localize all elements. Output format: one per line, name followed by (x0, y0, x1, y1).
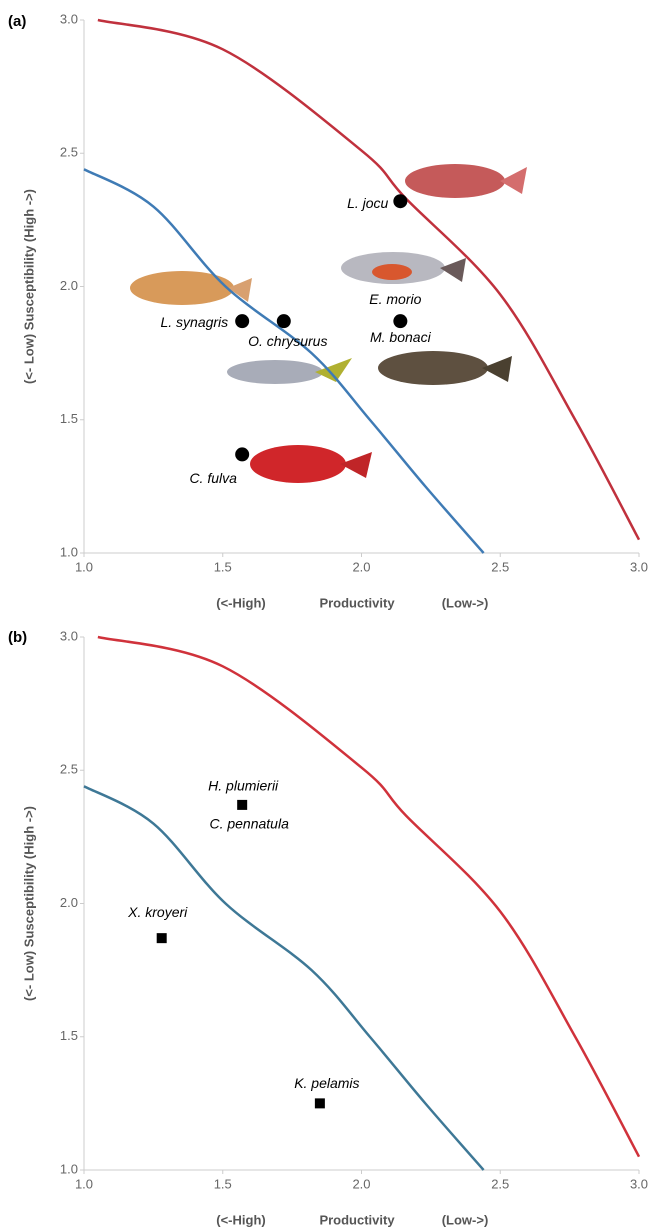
x-tick-label: 1.0 (75, 559, 93, 574)
y-tick-label: 2.5 (60, 145, 78, 160)
x-tick-label: 1.0 (75, 1176, 93, 1191)
point (157, 933, 167, 943)
point-label: M. bonaci (370, 329, 432, 345)
x-axis-label: Productivity (319, 595, 395, 610)
fish (130, 271, 252, 305)
x-tick-label: 3.0 (630, 1176, 648, 1191)
x-tick-label: 1.5 (214, 1176, 232, 1191)
y-tick-label: 2.0 (60, 278, 78, 293)
y-axis-label: (<- Low) Susceptibility (High ->) (21, 189, 36, 384)
x-axis-label: Productivity (319, 1212, 395, 1227)
y-tick-label: 3.0 (60, 628, 78, 643)
point (393, 314, 407, 328)
y-tick-label: 2.5 (60, 762, 78, 777)
point (237, 800, 247, 810)
x-tick-label: 2.0 (352, 559, 370, 574)
x-tick-label: 1.5 (214, 559, 232, 574)
x-axis-label: (<-High) (216, 595, 265, 610)
point-label: X. kroyeri (127, 904, 188, 920)
y-tick-label: 1.0 (60, 544, 78, 559)
x-tick-label: 2.5 (491, 1176, 509, 1191)
fish (378, 351, 512, 385)
point-label: L. synagris (160, 314, 228, 330)
threshold-curve (98, 637, 639, 1157)
fish (250, 445, 372, 483)
point-label: H. plumierii (208, 778, 279, 794)
y-tick-label: 2.0 (60, 895, 78, 910)
y-axis-label: (<- Low) Susceptibility (High ->) (21, 806, 36, 1001)
fish (341, 252, 466, 284)
x-tick-label: 2.5 (491, 559, 509, 574)
fish (405, 164, 527, 198)
point (393, 194, 407, 208)
point (315, 1098, 325, 1108)
x-axis-label: (Low->) (442, 595, 489, 610)
fish (227, 358, 352, 384)
point (235, 447, 249, 461)
point (277, 314, 291, 328)
point (235, 314, 249, 328)
x-axis-label: (<-High) (216, 1212, 265, 1227)
x-axis-label: (Low->) (442, 1212, 489, 1227)
point-label: C. pennatula (209, 816, 289, 832)
point-label: C. fulva (189, 470, 237, 486)
point-label: L. jocu (347, 195, 388, 211)
x-tick-label: 2.0 (352, 1176, 370, 1191)
point-label: O. chrysurus (248, 333, 327, 349)
y-tick-label: 3.0 (60, 11, 78, 26)
x-tick-label: 3.0 (630, 559, 648, 574)
panel-label: (b) (8, 629, 27, 646)
panel-label: (a) (8, 13, 26, 30)
y-tick-label: 1.5 (60, 1028, 78, 1043)
y-tick-label: 1.5 (60, 411, 78, 426)
point-label: E. morio (369, 291, 421, 307)
threshold-curve (84, 786, 484, 1170)
y-tick-label: 1.0 (60, 1161, 78, 1176)
figure: (a) 1.0 1.5 2.0 2.5 3.0 1.0 1.5 2.0 2.5 3.0 (<- Low… (0, 0, 654, 1231)
point-label: K. pelamis (294, 1075, 359, 1091)
